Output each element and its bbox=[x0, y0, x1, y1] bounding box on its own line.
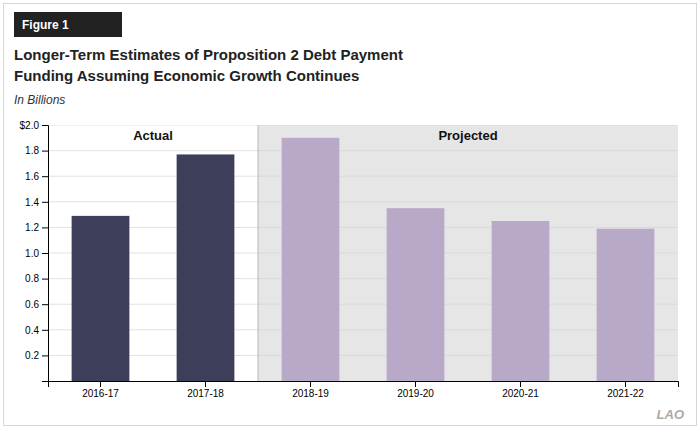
tick-label: 1.4 bbox=[25, 197, 39, 208]
subtitle: In Billions bbox=[14, 93, 65, 107]
tick-mark bbox=[42, 355, 48, 356]
plot: 0.20.40.60.81.01.21.41.61.8$2.02016-1720… bbox=[20, 120, 679, 399]
tick: 2021-22 bbox=[607, 381, 644, 399]
y-axis: 0.2 0.4 0.6 0.8 1.0 1.2 1.4 1.6 1.8 $2.0 bbox=[20, 120, 49, 382]
grid-line bbox=[48, 176, 678, 177]
tick-label: 0.2 bbox=[25, 350, 39, 361]
grid-line bbox=[48, 355, 678, 356]
grid-line bbox=[48, 329, 678, 330]
bar bbox=[177, 154, 235, 381]
marks bbox=[48, 125, 678, 381]
tick-mark bbox=[42, 125, 48, 126]
bar bbox=[597, 229, 655, 381]
tick-mark bbox=[42, 279, 48, 280]
tick-label: 1.0 bbox=[25, 248, 39, 259]
tick-mark bbox=[625, 381, 626, 387]
tick-label: 1.8 bbox=[25, 145, 39, 156]
tick-label: 0.4 bbox=[25, 325, 39, 336]
tick-mark bbox=[415, 381, 416, 387]
bar bbox=[72, 216, 130, 381]
tick-label: 2018-19 bbox=[292, 388, 329, 399]
tick: 2017-18 bbox=[187, 381, 224, 399]
tick: 2020-21 bbox=[502, 381, 539, 399]
tick-label: 2019-20 bbox=[397, 388, 434, 399]
grid-line bbox=[48, 201, 678, 202]
title: Funding Assuming Economic Growth Continu… bbox=[14, 67, 359, 84]
tick-label: $2.0 bbox=[20, 120, 40, 131]
tick: 1.2 bbox=[25, 222, 48, 233]
figure-label: Figure 1 bbox=[22, 18, 69, 32]
axis-line bbox=[42, 126, 49, 382]
x-axis: 2016-17 2017-18 2018-19 2019-20 2020-21 2021-… bbox=[49, 381, 679, 399]
tick-mark bbox=[520, 381, 521, 387]
tick-label: 2021-22 bbox=[607, 388, 644, 399]
tick-mark bbox=[42, 304, 48, 305]
tick-mark bbox=[310, 381, 311, 387]
tick: 0.6 bbox=[25, 299, 48, 310]
tick-label: 1.2 bbox=[25, 222, 39, 233]
tick: 0.2 bbox=[25, 350, 48, 361]
tick-mark bbox=[42, 253, 48, 254]
bar bbox=[282, 138, 340, 381]
tick: 2019-20 bbox=[397, 381, 434, 399]
axis-line bbox=[49, 382, 679, 388]
tick: 1.0 bbox=[25, 248, 48, 259]
title: Longer-Term Estimates of Proposition 2 D… bbox=[14, 46, 403, 63]
bar bbox=[387, 208, 445, 381]
tick: 0.8 bbox=[25, 273, 48, 284]
tick-label: 2016-17 bbox=[82, 388, 119, 399]
tick-label: 2020-21 bbox=[502, 388, 539, 399]
grid-line bbox=[48, 150, 678, 151]
grid-line bbox=[48, 278, 678, 279]
grid-line bbox=[48, 304, 678, 305]
tick-mark bbox=[42, 227, 48, 228]
tick: 2016-17 bbox=[82, 381, 119, 399]
divider bbox=[258, 125, 259, 381]
tick: $2.0 bbox=[20, 120, 48, 131]
tick-label: 0.8 bbox=[25, 273, 39, 284]
tick-mark bbox=[42, 151, 48, 152]
grid-line bbox=[48, 253, 678, 254]
chart: Figure 1 Longer-Term Estimates of Proposi… bbox=[0, 0, 700, 429]
tick-mark bbox=[42, 176, 48, 177]
watermark: LAO bbox=[657, 407, 684, 422]
tick: 1.6 bbox=[25, 171, 48, 182]
group-label: Projected bbox=[438, 128, 497, 143]
grid-line bbox=[48, 227, 678, 228]
tick-mark bbox=[205, 381, 206, 387]
bar bbox=[492, 221, 550, 381]
tick-mark bbox=[42, 330, 48, 331]
tick: 0.4 bbox=[25, 325, 48, 336]
grid-line bbox=[48, 125, 678, 126]
tick-label: 0.6 bbox=[25, 299, 39, 310]
group-label: Actual bbox=[133, 128, 173, 143]
tick: 1.8 bbox=[25, 145, 48, 156]
tick-mark bbox=[100, 381, 101, 387]
page-border bbox=[4, 4, 697, 426]
figure-label-box bbox=[14, 12, 122, 37]
tick-label: 2017-18 bbox=[187, 388, 224, 399]
tick-label: 1.6 bbox=[25, 171, 39, 182]
tick: 1.4 bbox=[25, 197, 48, 208]
tick-mark bbox=[42, 202, 48, 203]
tick: 2018-19 bbox=[292, 381, 329, 399]
